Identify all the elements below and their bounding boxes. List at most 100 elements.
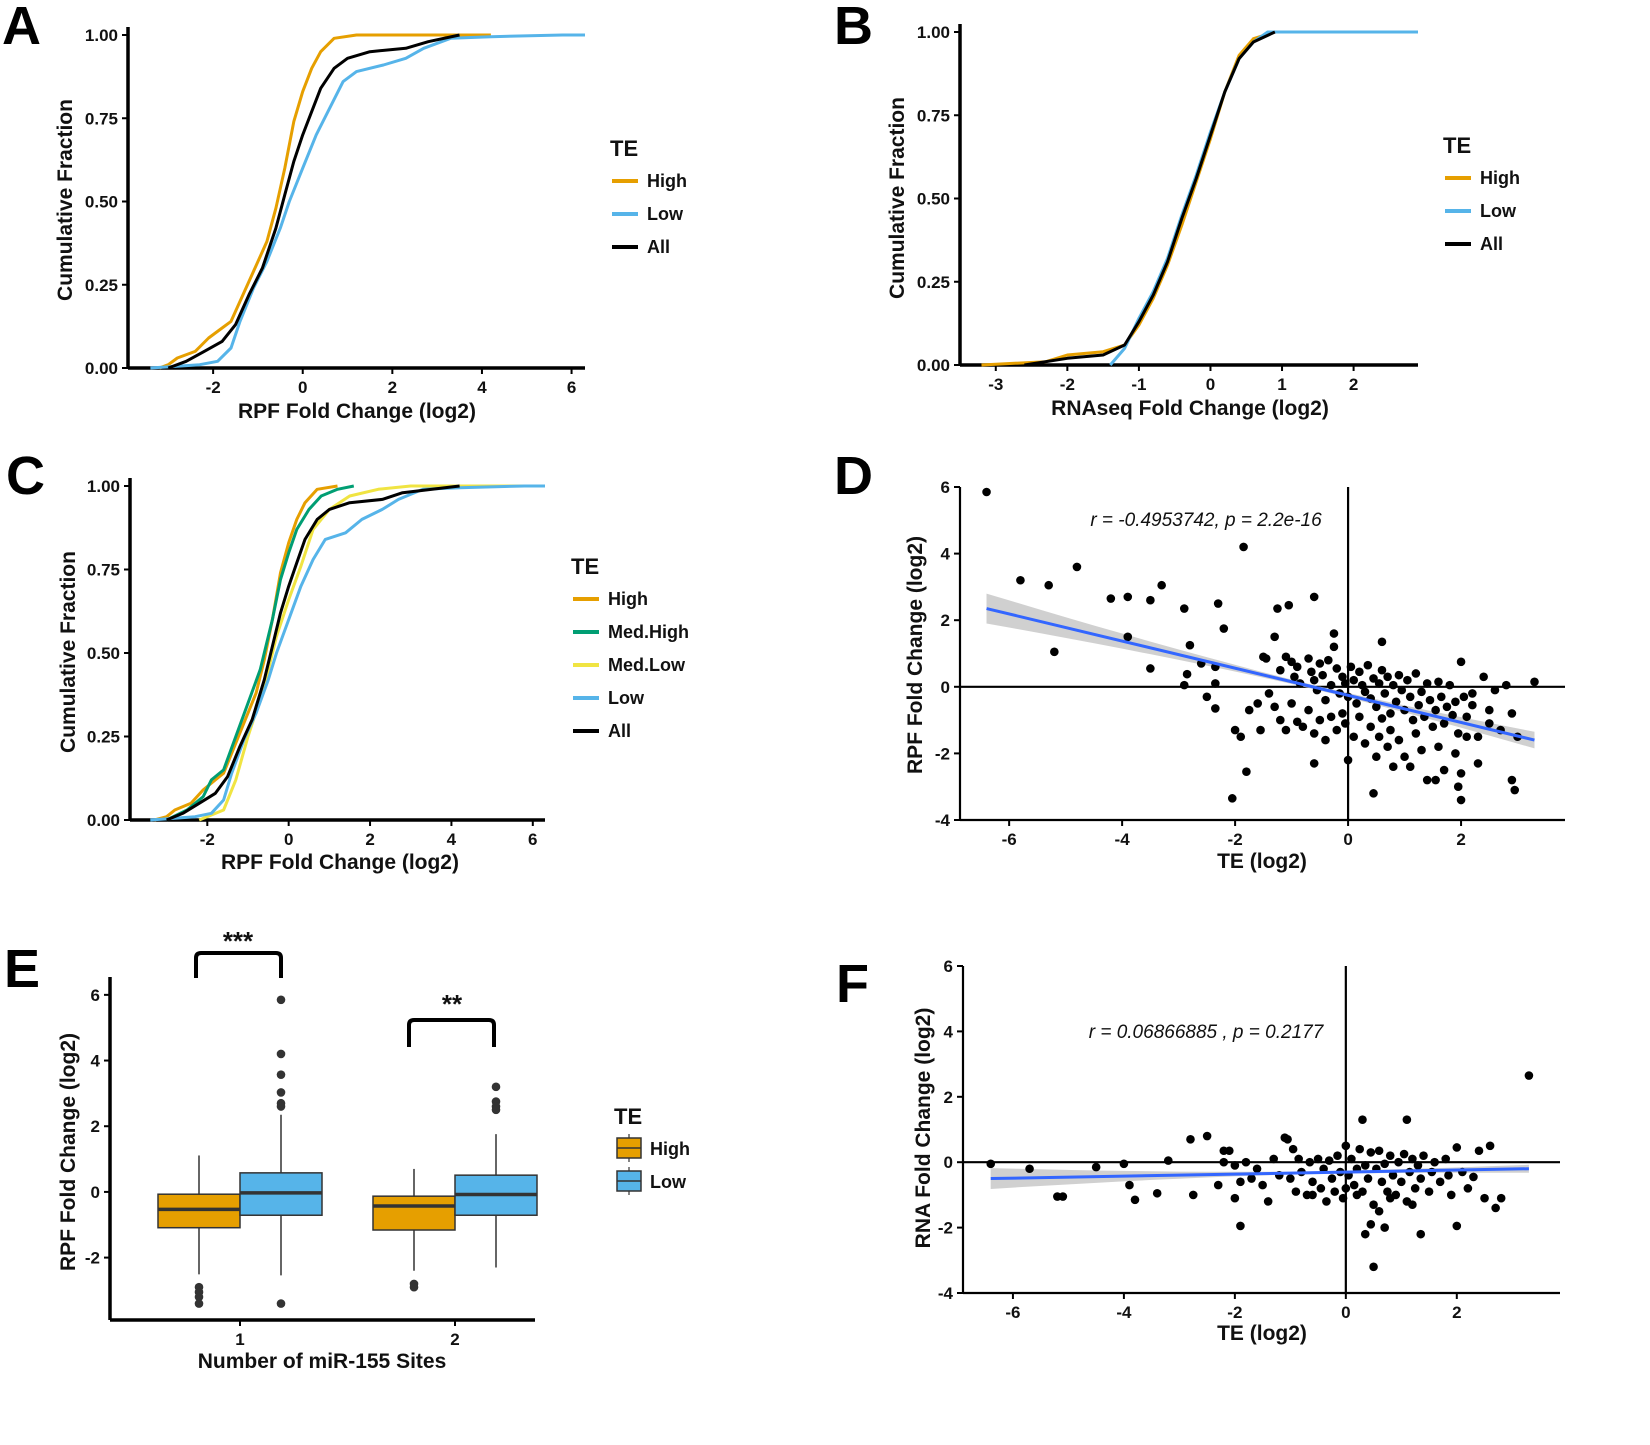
panel-d-data-point	[1270, 632, 1279, 642]
panel-d-data-point	[1273, 604, 1282, 613]
panel-d-data-point	[1326, 680, 1336, 690]
panel-d-data-point	[1369, 789, 1378, 798]
panel-b-y-tick-label: 0.00	[917, 356, 950, 375]
panel-d-data-point	[1227, 794, 1237, 803]
panel-d-data-point	[1485, 719, 1494, 728]
panel-f-data-point	[1452, 1221, 1462, 1231]
panel-f-correlation-annotation: r = 0.06866885 , p = 0.2177	[1089, 1022, 1325, 1043]
panel-d-y-tick-label: 2	[941, 611, 950, 630]
panel-d-data-point	[1451, 697, 1460, 707]
panel-d-data-point	[1411, 729, 1421, 738]
panel-b-legend-title: TE	[1443, 133, 1471, 158]
panel-f-data-point	[1186, 1135, 1195, 1144]
panel-d-data-point	[1453, 729, 1463, 738]
panel-d-data-point	[1405, 762, 1415, 772]
panel-d-data-point	[1434, 677, 1443, 687]
panel-d-data-point	[1321, 735, 1330, 745]
panel-a-y-tick-label: 0.25	[85, 276, 118, 295]
panel-f-data-point	[1188, 1190, 1198, 1200]
panel-d-data-point	[1485, 705, 1494, 715]
panel-e-y-tick-label: -2	[85, 1249, 100, 1268]
panel-b-legend-label: All	[1480, 234, 1503, 254]
panel-d-data-point	[1179, 680, 1189, 690]
panel-b-y-tick-label: 0.25	[917, 273, 950, 292]
panel-d-data-point	[1261, 654, 1271, 663]
panel-c-x-tick-label: -2	[200, 830, 215, 849]
panel-d-data-point	[1434, 742, 1443, 752]
panel-d-data-point	[1315, 659, 1325, 668]
panel-f-data-point	[1446, 1190, 1456, 1200]
panel-e-outlier-low	[276, 1299, 286, 1308]
panel-d-data-point	[1146, 595, 1155, 605]
panel-f-y-tick-label: 4	[944, 1022, 954, 1041]
panel-d-data-point	[1281, 725, 1291, 735]
panel-d-data-point	[1391, 697, 1401, 707]
panel-f-x-title: TE (log2)	[1217, 1322, 1307, 1345]
panel-d-data-point	[1405, 692, 1415, 702]
panel-c-ecdf-line-low	[150, 484, 545, 822]
panel-d-data-point	[1329, 642, 1339, 652]
significance-bracket-site-1	[194, 951, 283, 978]
panel-d-data-point	[1388, 762, 1398, 772]
panel-d-data-point	[1507, 709, 1517, 718]
panel-d-data-point	[1360, 687, 1370, 697]
panel-f-data-point	[1319, 1164, 1328, 1174]
panel-d-data-point	[1459, 692, 1469, 702]
panel-d-data-point	[1456, 657, 1466, 667]
panel-f-data-point	[1236, 1177, 1245, 1187]
panel-d-data-point	[1468, 700, 1477, 710]
panel-d-data-point	[1445, 680, 1455, 690]
panel-d-data-point	[1287, 657, 1296, 667]
panel-f-data-point	[1441, 1154, 1451, 1164]
panel-d-data-point	[1439, 719, 1449, 728]
panel-a-y-tick-label: 1.00	[85, 26, 118, 45]
panel-c-legend-label: Low	[608, 688, 645, 708]
panel-f-y-tick-label: -4	[938, 1284, 954, 1303]
panel-d-confidence-band	[986, 593, 1535, 749]
panel-f-data-point	[1491, 1203, 1500, 1213]
panel-d-data-point	[1309, 729, 1319, 738]
panel-d-data-point	[1256, 725, 1265, 735]
panel-f-data-point	[1258, 1180, 1267, 1190]
panel-d-data-point	[1363, 660, 1373, 670]
panel-f-data-point	[1202, 1131, 1212, 1141]
panel-e-box-high	[372, 1195, 456, 1231]
panel-c-x-title: RPF Fold Change (log2)	[221, 851, 459, 874]
panel-b-legend-label: High	[1480, 168, 1520, 188]
panel-d-data-point	[1016, 575, 1025, 585]
panel-d-data-point	[1501, 680, 1511, 690]
panel-d-data-point	[1507, 775, 1517, 785]
panel-d-data-point	[1315, 715, 1325, 725]
panel-c-legend-title: TE	[571, 554, 599, 579]
panel-f-data-point	[1119, 1159, 1129, 1169]
panel-f-data-point	[1327, 1174, 1337, 1183]
panel-f-y-title: RNA Fold Change (log2)	[912, 1008, 935, 1249]
panel-f-data-point	[1374, 1146, 1384, 1156]
panel-f-data-point	[1313, 1154, 1323, 1164]
panel-e-x-tick-label: 2	[450, 1330, 459, 1349]
panel-f-data-point	[1469, 1172, 1478, 1182]
panel-f-data-point	[1430, 1157, 1439, 1167]
panel-a-ecdf-line-low	[150, 33, 585, 370]
panel-f-data-point	[1163, 1156, 1173, 1165]
panel-c-y-title: Cumulative Fraction	[57, 551, 80, 753]
panel-f-data-point	[1380, 1159, 1389, 1169]
panel-f-data-point	[1369, 1262, 1378, 1272]
panel-d-data-point	[1386, 709, 1395, 718]
panel-d-data-point	[1462, 732, 1472, 742]
panel-d-data-point	[1431, 705, 1440, 715]
panel-f-data-point	[1349, 1180, 1359, 1190]
panel-d-data-point	[1400, 752, 1409, 762]
panel-f-data-point	[1316, 1184, 1326, 1193]
panel-label-e: E	[4, 939, 40, 999]
panel-a-y-tick-label: 0.50	[85, 193, 118, 212]
panel-f-x-tick-label: -4	[1116, 1303, 1132, 1322]
panel-d-data-point	[1417, 745, 1426, 755]
panel-f-data-point	[1416, 1229, 1426, 1239]
panel-b-y-title: Cumulative Fraction	[886, 97, 909, 299]
panel-d-data-point	[1355, 712, 1364, 722]
panel-d-data-point	[1338, 672, 1347, 682]
panel-f-data-point	[1408, 1154, 1417, 1164]
panel-d-data-point	[1179, 604, 1189, 613]
